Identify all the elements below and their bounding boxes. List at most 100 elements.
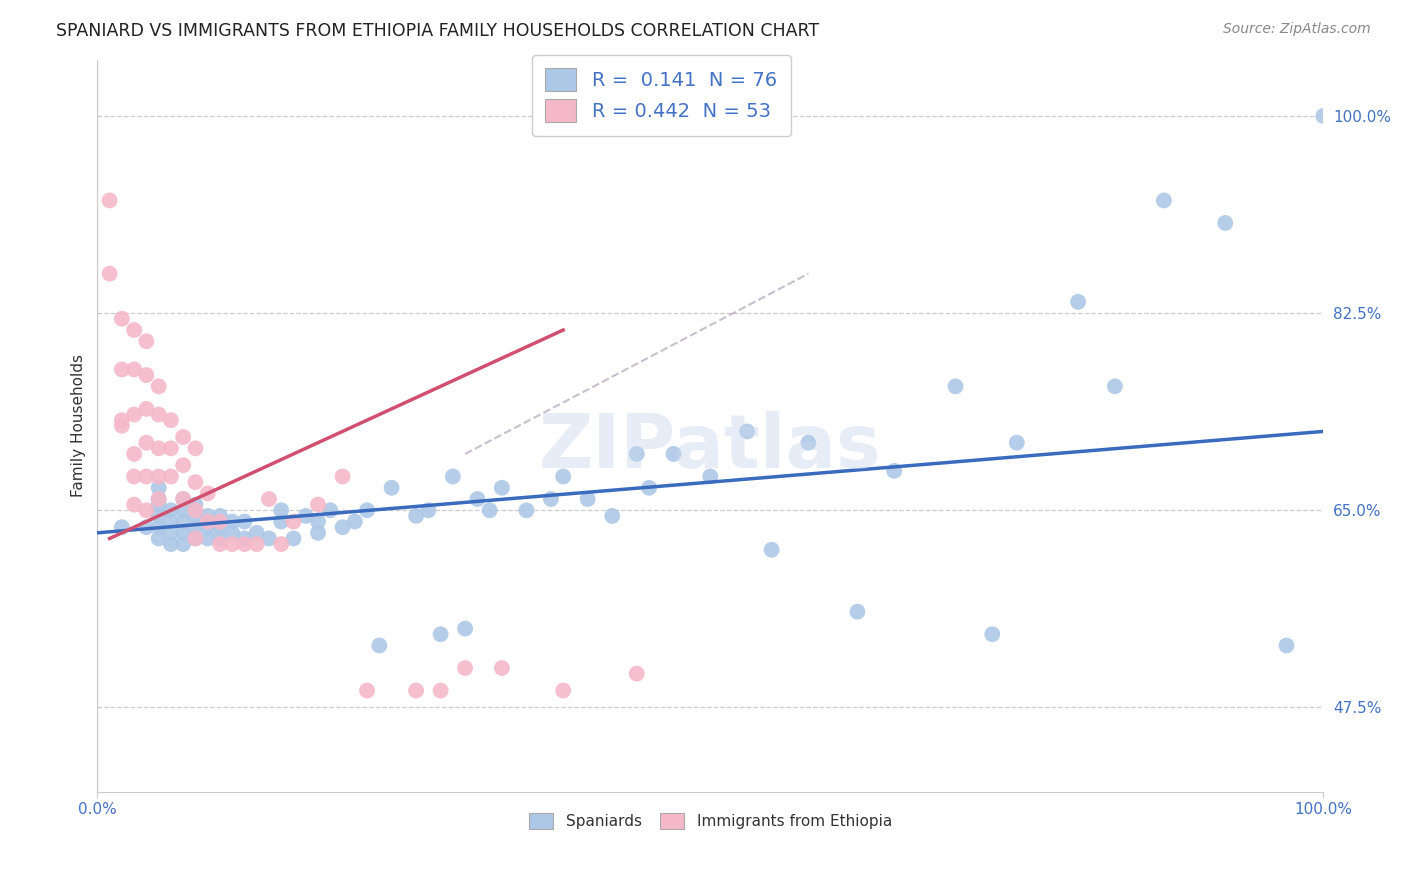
Point (111, 418, 134, 433)
Point (638, 481, 661, 495)
Point (246, 537, 269, 551)
Point (184, 520, 207, 534)
Point (172, 515, 194, 529)
Point (221, 537, 243, 551)
Point (122, 498, 145, 512)
Y-axis label: Family Households: Family Households (72, 354, 86, 497)
Point (221, 515, 243, 529)
Point (111, 520, 134, 534)
Point (491, 481, 513, 495)
Point (160, 515, 183, 529)
Point (343, 515, 366, 529)
Point (626, 666, 648, 681)
Point (600, 508, 623, 523)
Point (122, 469, 145, 483)
Point (491, 661, 513, 675)
Point (148, 532, 170, 546)
Point (172, 491, 194, 506)
Point (270, 503, 292, 517)
Point (1312, 109, 1334, 123)
Point (148, 491, 170, 506)
Point (148, 498, 170, 512)
Point (111, 311, 134, 326)
Point (356, 503, 378, 517)
Point (148, 508, 170, 523)
Point (270, 515, 292, 529)
Point (122, 362, 145, 376)
Point (735, 425, 758, 439)
Point (515, 503, 537, 517)
Point (111, 413, 134, 427)
Point (135, 520, 157, 534)
Legend: Spaniards, Immigrants from Ethiopia: Spaniards, Immigrants from Ethiopia (523, 807, 898, 836)
Point (1213, 216, 1236, 230)
Point (441, 469, 464, 483)
Point (148, 408, 170, 422)
Point (576, 491, 599, 506)
Point (478, 503, 501, 517)
Point (368, 639, 391, 653)
Point (197, 532, 219, 546)
Point (270, 537, 292, 551)
Point (184, 503, 207, 517)
Point (208, 515, 231, 529)
Point (307, 498, 329, 512)
Point (148, 491, 170, 506)
Point (553, 469, 575, 483)
Point (945, 379, 967, 393)
Point (197, 515, 219, 529)
Point (197, 508, 219, 523)
Point (761, 542, 783, 557)
Point (1067, 294, 1090, 309)
Point (553, 683, 575, 698)
Point (307, 515, 329, 529)
Point (405, 508, 427, 523)
Point (429, 683, 451, 698)
Point (540, 491, 562, 506)
Point (160, 503, 183, 517)
Point (418, 503, 440, 517)
Point (184, 508, 207, 523)
Point (98, 194, 121, 208)
Point (429, 627, 451, 641)
Point (148, 469, 170, 483)
Point (233, 532, 256, 546)
Point (148, 520, 170, 534)
Point (797, 435, 820, 450)
Point (208, 537, 231, 551)
Point (172, 458, 194, 473)
Point (294, 508, 316, 523)
Point (208, 532, 231, 546)
Point (197, 486, 219, 500)
Point (454, 622, 477, 636)
Point (662, 447, 685, 461)
Point (883, 464, 905, 478)
Point (184, 498, 207, 512)
Point (184, 442, 207, 456)
Point (626, 447, 648, 461)
Point (184, 532, 207, 546)
Point (319, 503, 342, 517)
Point (283, 532, 305, 546)
Point (332, 469, 354, 483)
Point (1104, 379, 1126, 393)
Point (160, 525, 183, 540)
Point (405, 683, 427, 698)
Point (1153, 194, 1175, 208)
Point (454, 661, 477, 675)
Point (135, 368, 157, 382)
Point (172, 525, 194, 540)
Point (122, 447, 145, 461)
Point (135, 435, 157, 450)
Point (233, 537, 256, 551)
Point (197, 520, 219, 534)
Point (208, 508, 231, 523)
Point (135, 334, 157, 349)
Point (332, 520, 354, 534)
Point (148, 379, 170, 393)
Point (160, 537, 183, 551)
Point (307, 525, 329, 540)
Point (233, 515, 256, 529)
Point (981, 627, 1004, 641)
Point (148, 481, 170, 495)
